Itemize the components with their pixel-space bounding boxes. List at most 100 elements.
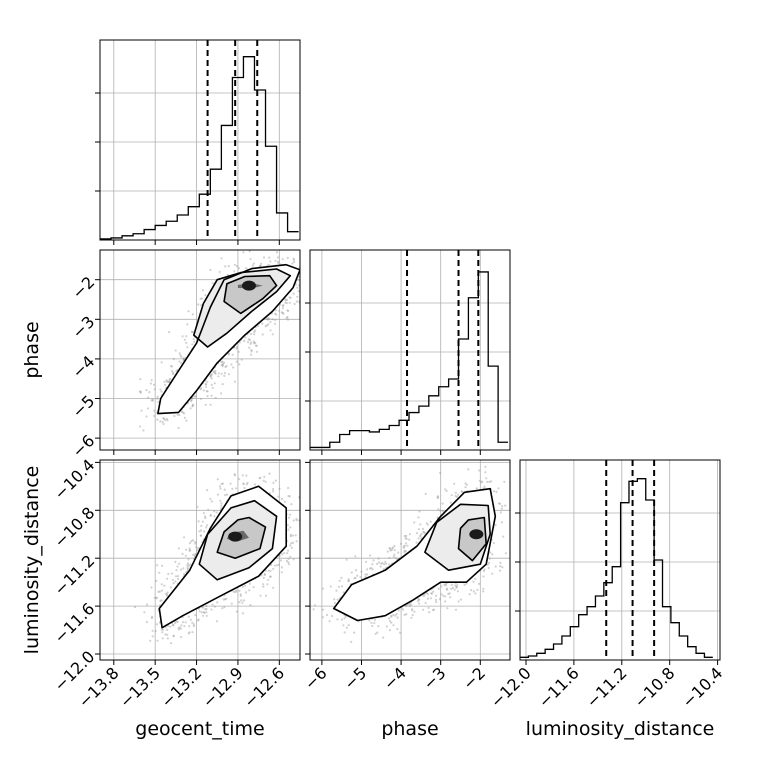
sample-point — [160, 583, 163, 586]
sample-point — [162, 417, 165, 420]
sample-point — [302, 287, 304, 289]
sample-point — [389, 549, 392, 552]
panel-content — [134, 472, 300, 645]
sample-point — [455, 495, 459, 498]
sample-point — [437, 495, 440, 498]
sample-point — [259, 247, 261, 249]
sample-point — [419, 523, 422, 526]
sample-point — [418, 602, 421, 605]
sample-point — [153, 409, 156, 412]
sample-point — [390, 614, 393, 617]
sample-point — [204, 516, 207, 520]
sample-point — [186, 323, 189, 326]
sample-point — [223, 488, 226, 491]
sample-point — [261, 322, 264, 325]
sample-point — [156, 564, 159, 567]
sample-point — [156, 639, 159, 642]
y-tick-label: −11.6 — [50, 599, 98, 647]
sample-point — [153, 388, 156, 391]
sample-point — [273, 322, 277, 325]
sample-point — [171, 370, 174, 373]
sample-point — [425, 522, 428, 525]
sample-point — [212, 370, 215, 373]
sample-point — [194, 614, 197, 617]
sample-point — [209, 513, 212, 517]
sample-point — [147, 396, 150, 399]
sample-point — [225, 493, 229, 496]
sample-point — [139, 378, 142, 381]
sample-point — [235, 345, 239, 348]
sample-point — [246, 481, 249, 484]
sample-point — [434, 594, 438, 597]
sample-point — [189, 563, 192, 566]
sample-point — [196, 505, 199, 508]
sample-point — [151, 399, 154, 402]
sample-point — [143, 611, 146, 614]
sample-point — [392, 613, 395, 617]
sample-point — [353, 631, 356, 634]
sample-point — [431, 609, 435, 612]
sample-point — [377, 557, 380, 560]
sample-point — [234, 590, 237, 594]
sample-point — [403, 551, 406, 554]
sample-point — [297, 290, 300, 293]
sample-point — [177, 547, 180, 550]
sample-point — [155, 597, 158, 600]
sample-point — [420, 532, 423, 536]
sample-point — [213, 605, 216, 608]
sample-point — [486, 563, 489, 566]
sample-point — [340, 618, 343, 621]
sample-point — [178, 360, 181, 363]
sample-point — [221, 360, 224, 363]
sample-point — [502, 535, 505, 538]
y-tick-label: −4 — [68, 352, 98, 382]
sample-point — [267, 317, 270, 321]
sample-point — [138, 425, 142, 428]
sample-point — [453, 482, 456, 485]
sample-point — [276, 256, 280, 259]
sample-point — [504, 552, 508, 555]
sample-point — [376, 562, 379, 566]
sample-point — [197, 303, 200, 306]
sample-point — [429, 520, 432, 523]
sample-point — [251, 264, 254, 267]
sample-point — [145, 389, 148, 392]
sample-point — [333, 598, 336, 601]
sample-point — [280, 311, 283, 314]
sample-point — [284, 301, 287, 304]
sample-point — [268, 256, 271, 259]
sample-point — [179, 568, 183, 571]
sample-point — [432, 608, 436, 611]
sample-point — [168, 378, 171, 381]
sample-point — [188, 549, 191, 552]
sample-point — [291, 534, 294, 537]
sample-point — [259, 264, 262, 267]
sample-point — [296, 286, 299, 289]
sample-point — [295, 540, 298, 543]
sample-point — [274, 259, 277, 263]
sample-point — [181, 335, 184, 338]
sample-point — [410, 616, 413, 619]
sample-point — [437, 508, 440, 511]
sample-point — [252, 340, 256, 343]
sample-point — [333, 601, 336, 605]
sample-point — [252, 586, 255, 589]
sample-point — [221, 365, 224, 368]
sample-point — [404, 550, 407, 553]
sample-point — [289, 526, 292, 529]
sample-point — [390, 615, 393, 618]
histogram-luminosity_distance — [520, 478, 713, 658]
sample-point — [350, 571, 353, 574]
sample-point — [183, 572, 186, 576]
sample-point — [439, 471, 442, 475]
sample-point — [220, 257, 223, 260]
sample-point — [286, 256, 289, 259]
sample-point — [262, 585, 265, 588]
sample-point — [450, 583, 453, 586]
sample-point — [166, 633, 169, 636]
sample-point — [350, 640, 353, 644]
sample-point — [241, 601, 244, 604]
sample-point — [335, 589, 338, 592]
sample-point — [187, 632, 190, 635]
sample-point — [419, 534, 422, 537]
